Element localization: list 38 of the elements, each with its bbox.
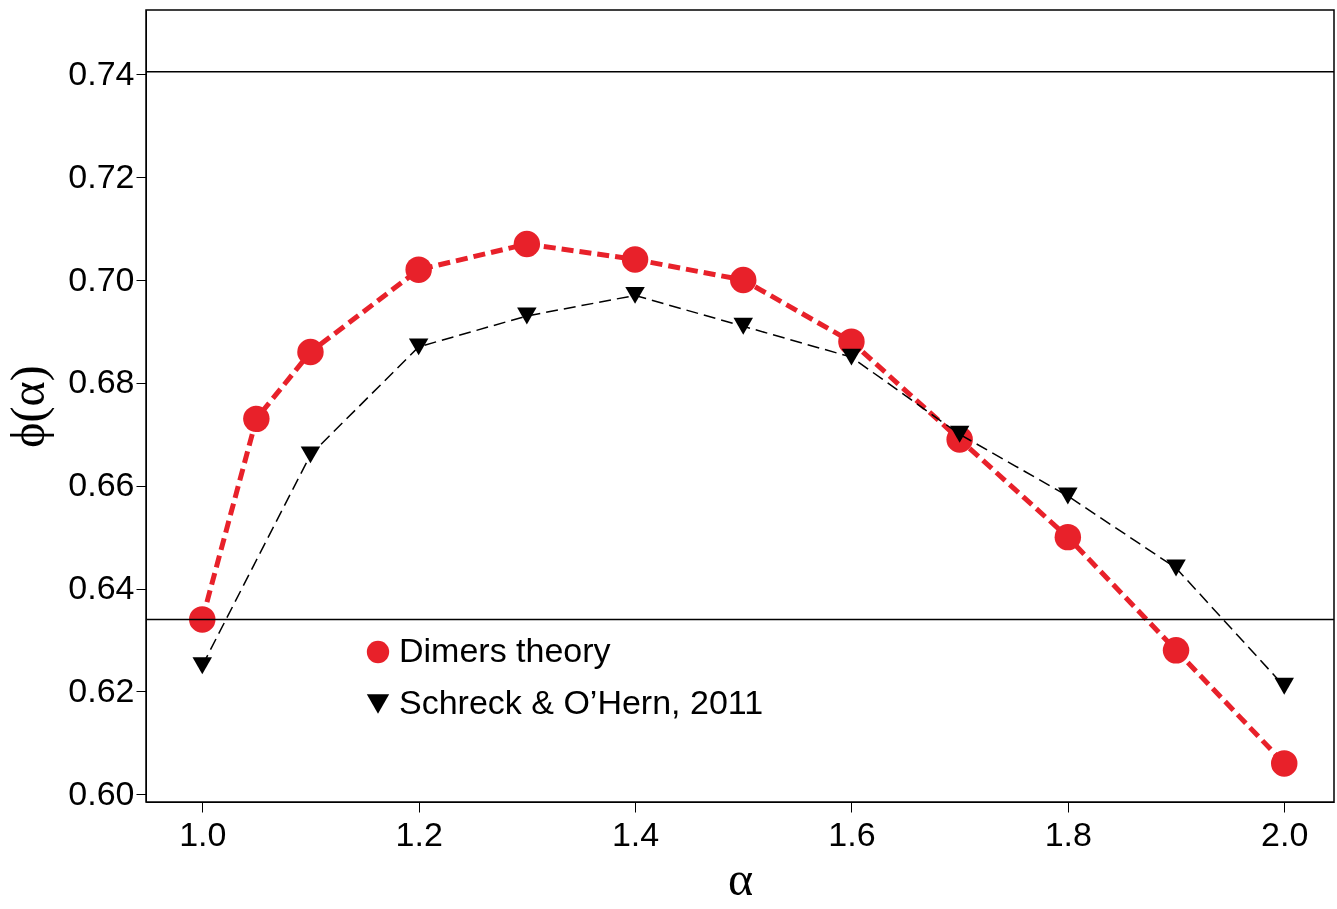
point xyxy=(1162,637,1190,664)
y-tick-label: 0.72 xyxy=(68,156,135,195)
y-tick-label: 0.64 xyxy=(68,568,135,607)
y-tick-label: 0.60 xyxy=(68,773,135,812)
y-tick-label: 0.70 xyxy=(68,259,135,298)
y-tick-label: 0.74 xyxy=(68,53,135,92)
point xyxy=(1274,677,1294,695)
point xyxy=(1166,559,1186,577)
point xyxy=(243,405,270,433)
point xyxy=(300,446,321,464)
x-tick-label: 2.0 xyxy=(1261,814,1309,853)
legend-label: Schreck & O’Hern, 2011 xyxy=(399,683,764,721)
y-tick-label: 0.62 xyxy=(68,670,135,709)
point xyxy=(621,246,649,273)
x-axis-title: α xyxy=(727,851,754,905)
x-tick-label: 1.6 xyxy=(828,814,876,853)
x-tick-label: 1.0 xyxy=(179,814,227,853)
legend-label: Dimers theory xyxy=(399,631,611,669)
x-tick-label: 1.2 xyxy=(395,814,443,853)
point xyxy=(841,348,862,366)
y-axis-title: ϕ(α) xyxy=(1,365,56,448)
x-tick-label: 1.4 xyxy=(611,814,660,853)
point xyxy=(408,338,429,356)
point xyxy=(189,606,216,633)
y-tick-label: 0.68 xyxy=(68,362,135,401)
point xyxy=(733,317,753,335)
point xyxy=(730,266,757,294)
point xyxy=(1271,750,1298,777)
point xyxy=(517,307,537,325)
point xyxy=(513,230,541,258)
point xyxy=(405,256,432,283)
point xyxy=(1058,487,1078,505)
y-tick-label: 0.66 xyxy=(68,465,135,504)
point xyxy=(297,338,324,366)
point xyxy=(1054,523,1082,551)
point xyxy=(192,657,213,675)
x-tick-label: 1.8 xyxy=(1044,814,1092,853)
point xyxy=(625,286,645,304)
